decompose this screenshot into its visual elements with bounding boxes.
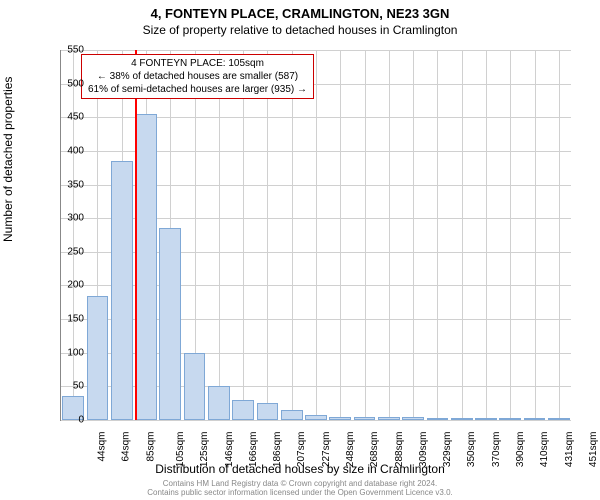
xtick-label: 166sqm	[248, 432, 259, 468]
gridline-v	[292, 50, 293, 420]
xtick-label: 309sqm	[418, 432, 429, 468]
gridline-v	[73, 50, 74, 420]
gridline-v	[243, 50, 244, 420]
annotation-line2: ← 38% of detached houses are smaller (58…	[88, 70, 307, 83]
gridline-v	[340, 50, 341, 420]
gridline-v	[219, 50, 220, 420]
ytick-label: 150	[54, 314, 84, 325]
xtick-label: 370sqm	[491, 432, 502, 468]
ytick-label: 0	[54, 415, 84, 426]
chart-subtitle: Size of property relative to detached ho…	[0, 21, 600, 37]
annotation-line3: 61% of semi-detached houses are larger (…	[88, 83, 307, 96]
xtick-label: 288sqm	[394, 432, 405, 468]
bar	[354, 417, 376, 420]
bar	[475, 418, 497, 420]
chart-container: 4, FONTEYN PLACE, CRAMLINGTON, NE23 3GN …	[0, 0, 600, 500]
plot-area: 4 FONTEYN PLACE: 105sqm ← 38% of detache…	[60, 50, 571, 421]
xtick-label: 350sqm	[467, 432, 478, 468]
gridline-v	[437, 50, 438, 420]
gridline-v	[535, 50, 536, 420]
footer-attribution: Contains HM Land Registry data © Crown c…	[0, 480, 600, 498]
bar	[548, 418, 570, 420]
xtick-label: 125sqm	[199, 432, 210, 468]
ytick-label: 50	[54, 381, 84, 392]
xtick-label: 105sqm	[175, 432, 186, 468]
bar	[232, 400, 254, 420]
y-axis-label: Number of detached properties	[1, 77, 15, 242]
bar	[524, 418, 546, 420]
bar	[135, 114, 157, 420]
xtick-label: 248sqm	[345, 432, 356, 468]
ytick-label: 350	[54, 179, 84, 190]
bar	[499, 418, 521, 420]
gridline-v	[413, 50, 414, 420]
bar	[87, 296, 109, 420]
gridline-v	[365, 50, 366, 420]
ytick-label: 250	[54, 246, 84, 257]
gridline-v	[510, 50, 511, 420]
xtick-label: 390sqm	[515, 432, 526, 468]
ytick-label: 450	[54, 112, 84, 123]
ytick-label: 200	[54, 280, 84, 291]
xtick-label: 431sqm	[564, 432, 575, 468]
bar	[111, 161, 133, 420]
bar	[257, 403, 279, 420]
annotation-box: 4 FONTEYN PLACE: 105sqm ← 38% of detache…	[81, 54, 314, 99]
xtick-label: 207sqm	[297, 432, 308, 468]
highlight-line	[135, 50, 137, 420]
xtick-label: 146sqm	[224, 432, 235, 468]
bar	[329, 417, 351, 420]
ytick-label: 400	[54, 145, 84, 156]
bar	[305, 415, 327, 420]
ytick-label: 100	[54, 347, 84, 358]
xtick-label: 410sqm	[539, 432, 550, 468]
ytick-label: 500	[54, 78, 84, 89]
bar	[427, 418, 449, 420]
xtick-label: 329sqm	[442, 432, 453, 468]
xtick-label: 85sqm	[145, 432, 156, 462]
gridline-v	[486, 50, 487, 420]
bar	[208, 386, 230, 420]
xtick-label: 268sqm	[369, 432, 380, 468]
chart-title: 4, FONTEYN PLACE, CRAMLINGTON, NE23 3GN	[0, 0, 600, 21]
xtick-label: 451sqm	[588, 432, 599, 468]
xtick-label: 44sqm	[97, 432, 108, 462]
gridline-v	[389, 50, 390, 420]
gridline-v	[559, 50, 560, 420]
bar	[402, 417, 424, 420]
ytick-label: 550	[54, 45, 84, 56]
xtick-label: 186sqm	[272, 432, 283, 468]
gridline-h	[61, 420, 571, 421]
bar	[281, 410, 303, 420]
gridline-v	[267, 50, 268, 420]
bar	[184, 353, 206, 420]
bar	[159, 228, 181, 420]
bar	[378, 417, 400, 420]
gridline-v	[316, 50, 317, 420]
xtick-label: 64sqm	[121, 432, 132, 462]
gridline-v	[462, 50, 463, 420]
ytick-label: 300	[54, 213, 84, 224]
xtick-label: 227sqm	[321, 432, 332, 468]
footer-line2: Contains public sector information licen…	[0, 489, 600, 498]
bar	[451, 418, 473, 420]
annotation-line1: 4 FONTEYN PLACE: 105sqm	[88, 57, 307, 70]
